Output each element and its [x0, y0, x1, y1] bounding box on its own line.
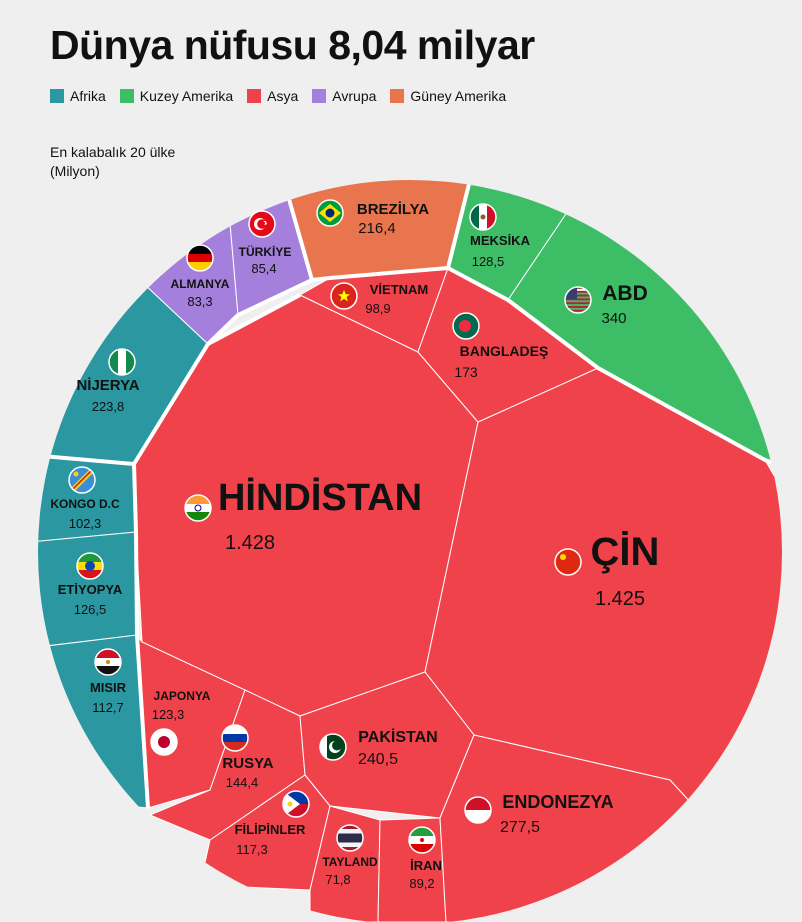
- country-value-endonezya: 277,5: [500, 819, 540, 836]
- flag-th-icon: [336, 824, 364, 852]
- country-name-vietnam: VİETNAM: [370, 282, 429, 297]
- country-name-misir: MISIR: [90, 680, 127, 695]
- flag-vn-icon: [330, 282, 358, 310]
- legend-item-afrika: Afrika: [50, 88, 106, 104]
- country-value-cin: 1.425: [595, 588, 645, 610]
- legend-swatch: [247, 89, 262, 103]
- continent-border: [283, 184, 314, 281]
- country-name-kongo-d-c: KONGO D.C: [50, 497, 120, 511]
- legend-label: Asya: [267, 88, 299, 104]
- chart-note: En kalabalık 20 ülke (Milyon): [50, 143, 175, 181]
- country-name-hindistan: HİNDİSTAN: [218, 477, 422, 519]
- country-value-turkiye: 85,4: [251, 261, 276, 276]
- country-name-japonya: JAPONYA: [154, 689, 211, 703]
- legend-label: Afrika: [70, 88, 106, 104]
- legend-label: Avrupa: [332, 88, 377, 104]
- flag-bd-icon: [452, 312, 480, 340]
- continent-border: [132, 463, 150, 809]
- country-value-rusya: 144,4: [226, 775, 259, 790]
- flag-ir-icon: [408, 826, 436, 854]
- flag-cd-icon: [68, 466, 96, 494]
- country-name-rusya: RUSYA: [222, 755, 273, 772]
- country-value-hindistan: 1.428: [225, 532, 275, 554]
- flag-de-icon: [186, 244, 214, 272]
- country-value-iran: 89,2: [409, 876, 434, 891]
- continent-border: [237, 265, 509, 317]
- country-value-vietnam: 98,9: [365, 301, 390, 316]
- flag-tr-icon: [248, 210, 276, 238]
- legend-item-kuzey-amerika: Kuzey Amerika: [119, 88, 234, 104]
- legend-label: Güney Amerika: [410, 88, 507, 104]
- continent-border: [206, 313, 240, 346]
- country-value-tayland: 71,8: [325, 872, 350, 887]
- country-value-nijerya: 223,8: [92, 399, 125, 414]
- country-value-filipinler: 117,3: [236, 842, 268, 857]
- country-name-turkiye: TÜRKİYE: [239, 244, 292, 259]
- legend-item-asya: Asya: [247, 88, 298, 104]
- country-value-pakistan: 240,5: [358, 751, 398, 768]
- country-name-abd: ABD: [602, 282, 648, 305]
- flag-mx-icon: [469, 203, 497, 231]
- country-name-tayland: TAYLAND: [322, 855, 378, 869]
- country-name-banglades: BANGLADEŞ: [460, 343, 549, 359]
- flag-ru-icon: [221, 724, 249, 752]
- country-name-nijerya: NİJERYA: [76, 377, 139, 394]
- continent-border: [506, 298, 782, 474]
- flag-br-icon: [316, 199, 344, 227]
- flag-jp-icon: [150, 728, 178, 756]
- country-value-etiyopya: 126,5: [74, 602, 107, 617]
- country-value-brezilya: 216,4: [358, 220, 396, 237]
- continent-border: [446, 180, 474, 269]
- country-value-abd: 340: [601, 310, 626, 327]
- legend-swatch: [312, 89, 327, 103]
- country-name-filipinler: FİLİPİNLER: [235, 822, 306, 837]
- flag-in-icon: [184, 494, 212, 522]
- flag-et-icon: [76, 552, 104, 580]
- country-value-banglades: 173: [454, 364, 478, 380]
- country-name-endonezya: ENDONEZYA: [502, 792, 613, 812]
- country-value-kongo-d-c: 102,3: [69, 516, 102, 531]
- note-line-2: (Milyon): [50, 163, 100, 179]
- country-value-japonya: 123,3: [152, 707, 185, 722]
- country-name-almanya: ALMANYA: [171, 277, 230, 291]
- note-line-1: En kalabalık 20 ülke: [50, 144, 176, 160]
- country-name-iran: İRAN: [410, 858, 442, 873]
- legend-item-avrupa: Avrupa: [312, 88, 376, 104]
- country-value-meksika: 128,5: [472, 254, 505, 269]
- country-name-cin: ÇİN: [591, 530, 660, 574]
- flag-us-icon: [564, 286, 592, 314]
- country-name-meksika: MEKSİKA: [470, 233, 531, 248]
- flag-ng-icon: [108, 348, 136, 376]
- legend-swatch: [50, 89, 64, 103]
- legend-item-guney-amerika: Güney Amerika: [390, 88, 506, 104]
- legend-label: Kuzey Amerika: [139, 88, 234, 104]
- cell-misir: [38, 634, 149, 809]
- country-name-pakistan: PAKİSTAN: [358, 728, 437, 746]
- country-value-almanya: 83,3: [187, 294, 212, 309]
- flag-eg-icon: [94, 648, 122, 676]
- flag-cn-icon: [554, 548, 582, 576]
- country-name-etiyopya: ETİYOPYA: [58, 582, 123, 597]
- legend: Afrika Kuzey Amerika Asya Avrupa Güney A…: [50, 88, 506, 104]
- chart-title: Dünya nüfusu 8,04 milyar: [50, 22, 535, 68]
- legend-swatch: [119, 89, 134, 103]
- legend-swatch: [390, 89, 405, 103]
- country-value-misir: 112,7: [92, 700, 124, 715]
- flag-ph-icon: [282, 790, 310, 818]
- flag-pk-icon: [319, 733, 347, 761]
- flag-id-icon: [464, 796, 492, 824]
- country-name-brezilya: BREZİLYA: [357, 201, 429, 218]
